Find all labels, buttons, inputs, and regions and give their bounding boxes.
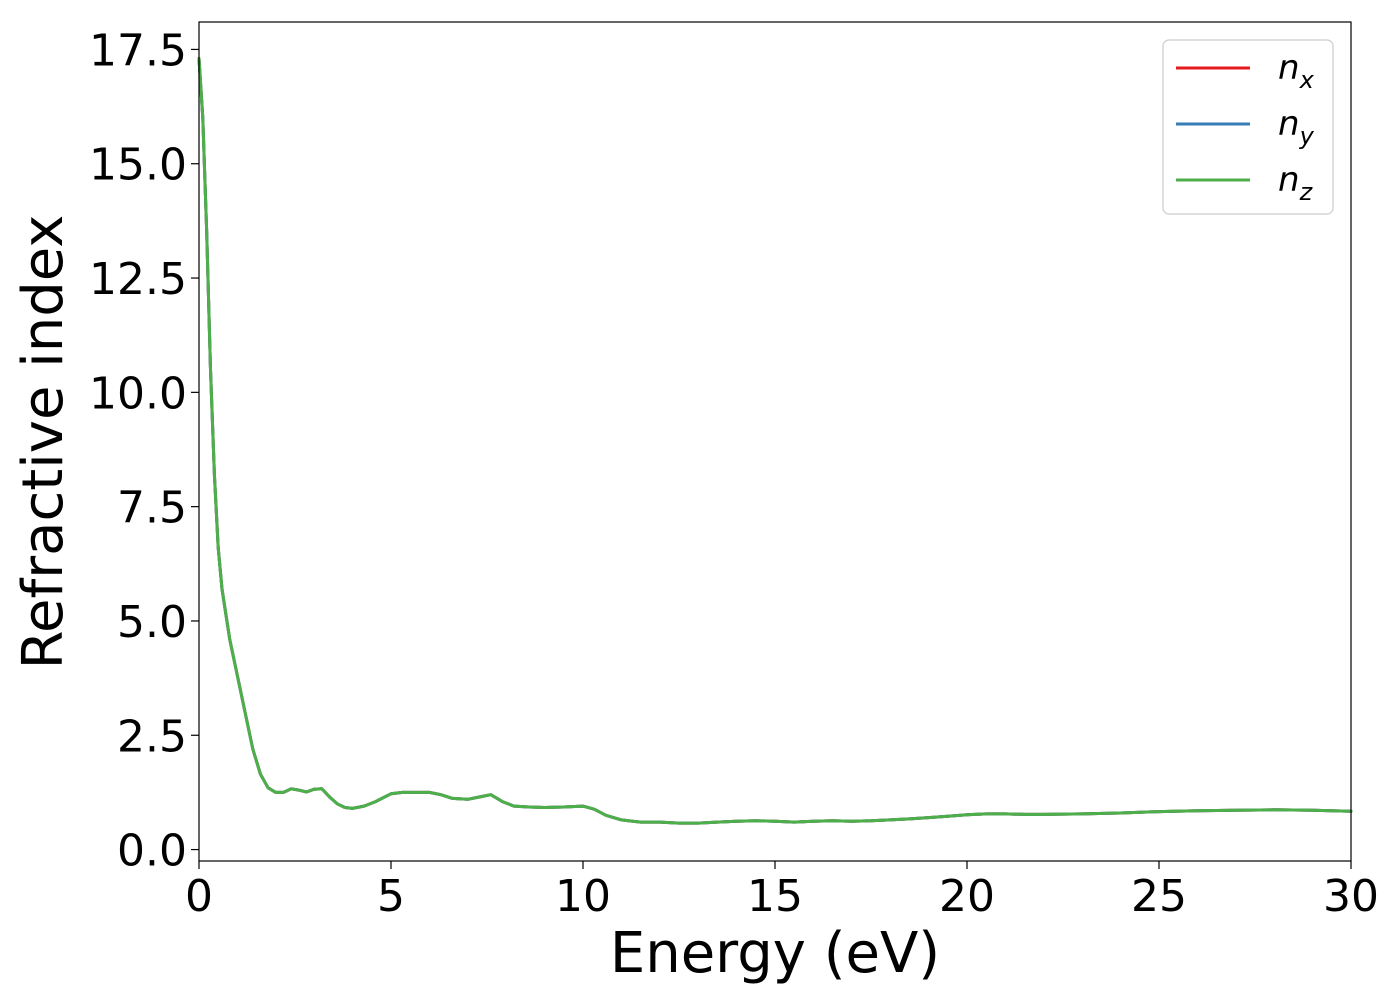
y-tick-label: 12.5 [89,254,187,305]
x-tick-label: 15 [747,871,803,922]
x-tick-label: 5 [377,871,405,922]
legend: nx ny nz [1162,39,1334,215]
x-tick-label: 25 [1131,871,1187,922]
x-axis-ticks: 0 5 10 15 20 25 30 [185,861,1379,922]
series-layer [197,57,1353,825]
x-tick-label: 20 [939,871,995,922]
y-tick-label: 0.0 [117,826,187,877]
x-axis-title: Energy (eV) [610,921,940,986]
y-tick-label: 7.5 [117,483,187,534]
x-tick-label: 10 [555,871,611,922]
legend-label-z: nz [1278,160,1314,206]
y-tick-label: 10.0 [89,368,187,419]
y-tick-label: 2.5 [117,711,187,762]
legend-label-x: nx [1278,48,1315,94]
x-tick-label: 0 [185,871,213,922]
y-tick-label: 15.0 [89,140,187,191]
y-tick-label: 17.5 [89,25,187,76]
y-tick-label: 5.0 [117,597,187,648]
legend-label-y: ny [1278,104,1315,150]
series-line-z [197,57,1353,825]
y-axis-ticks: 0.0 2.5 5.0 7.5 10.0 12.5 15.0 17.5 [89,25,199,877]
legend-frame [1162,39,1334,215]
x-tick-label: 30 [1323,871,1379,922]
y-axis-title: Refractive index [11,215,76,670]
